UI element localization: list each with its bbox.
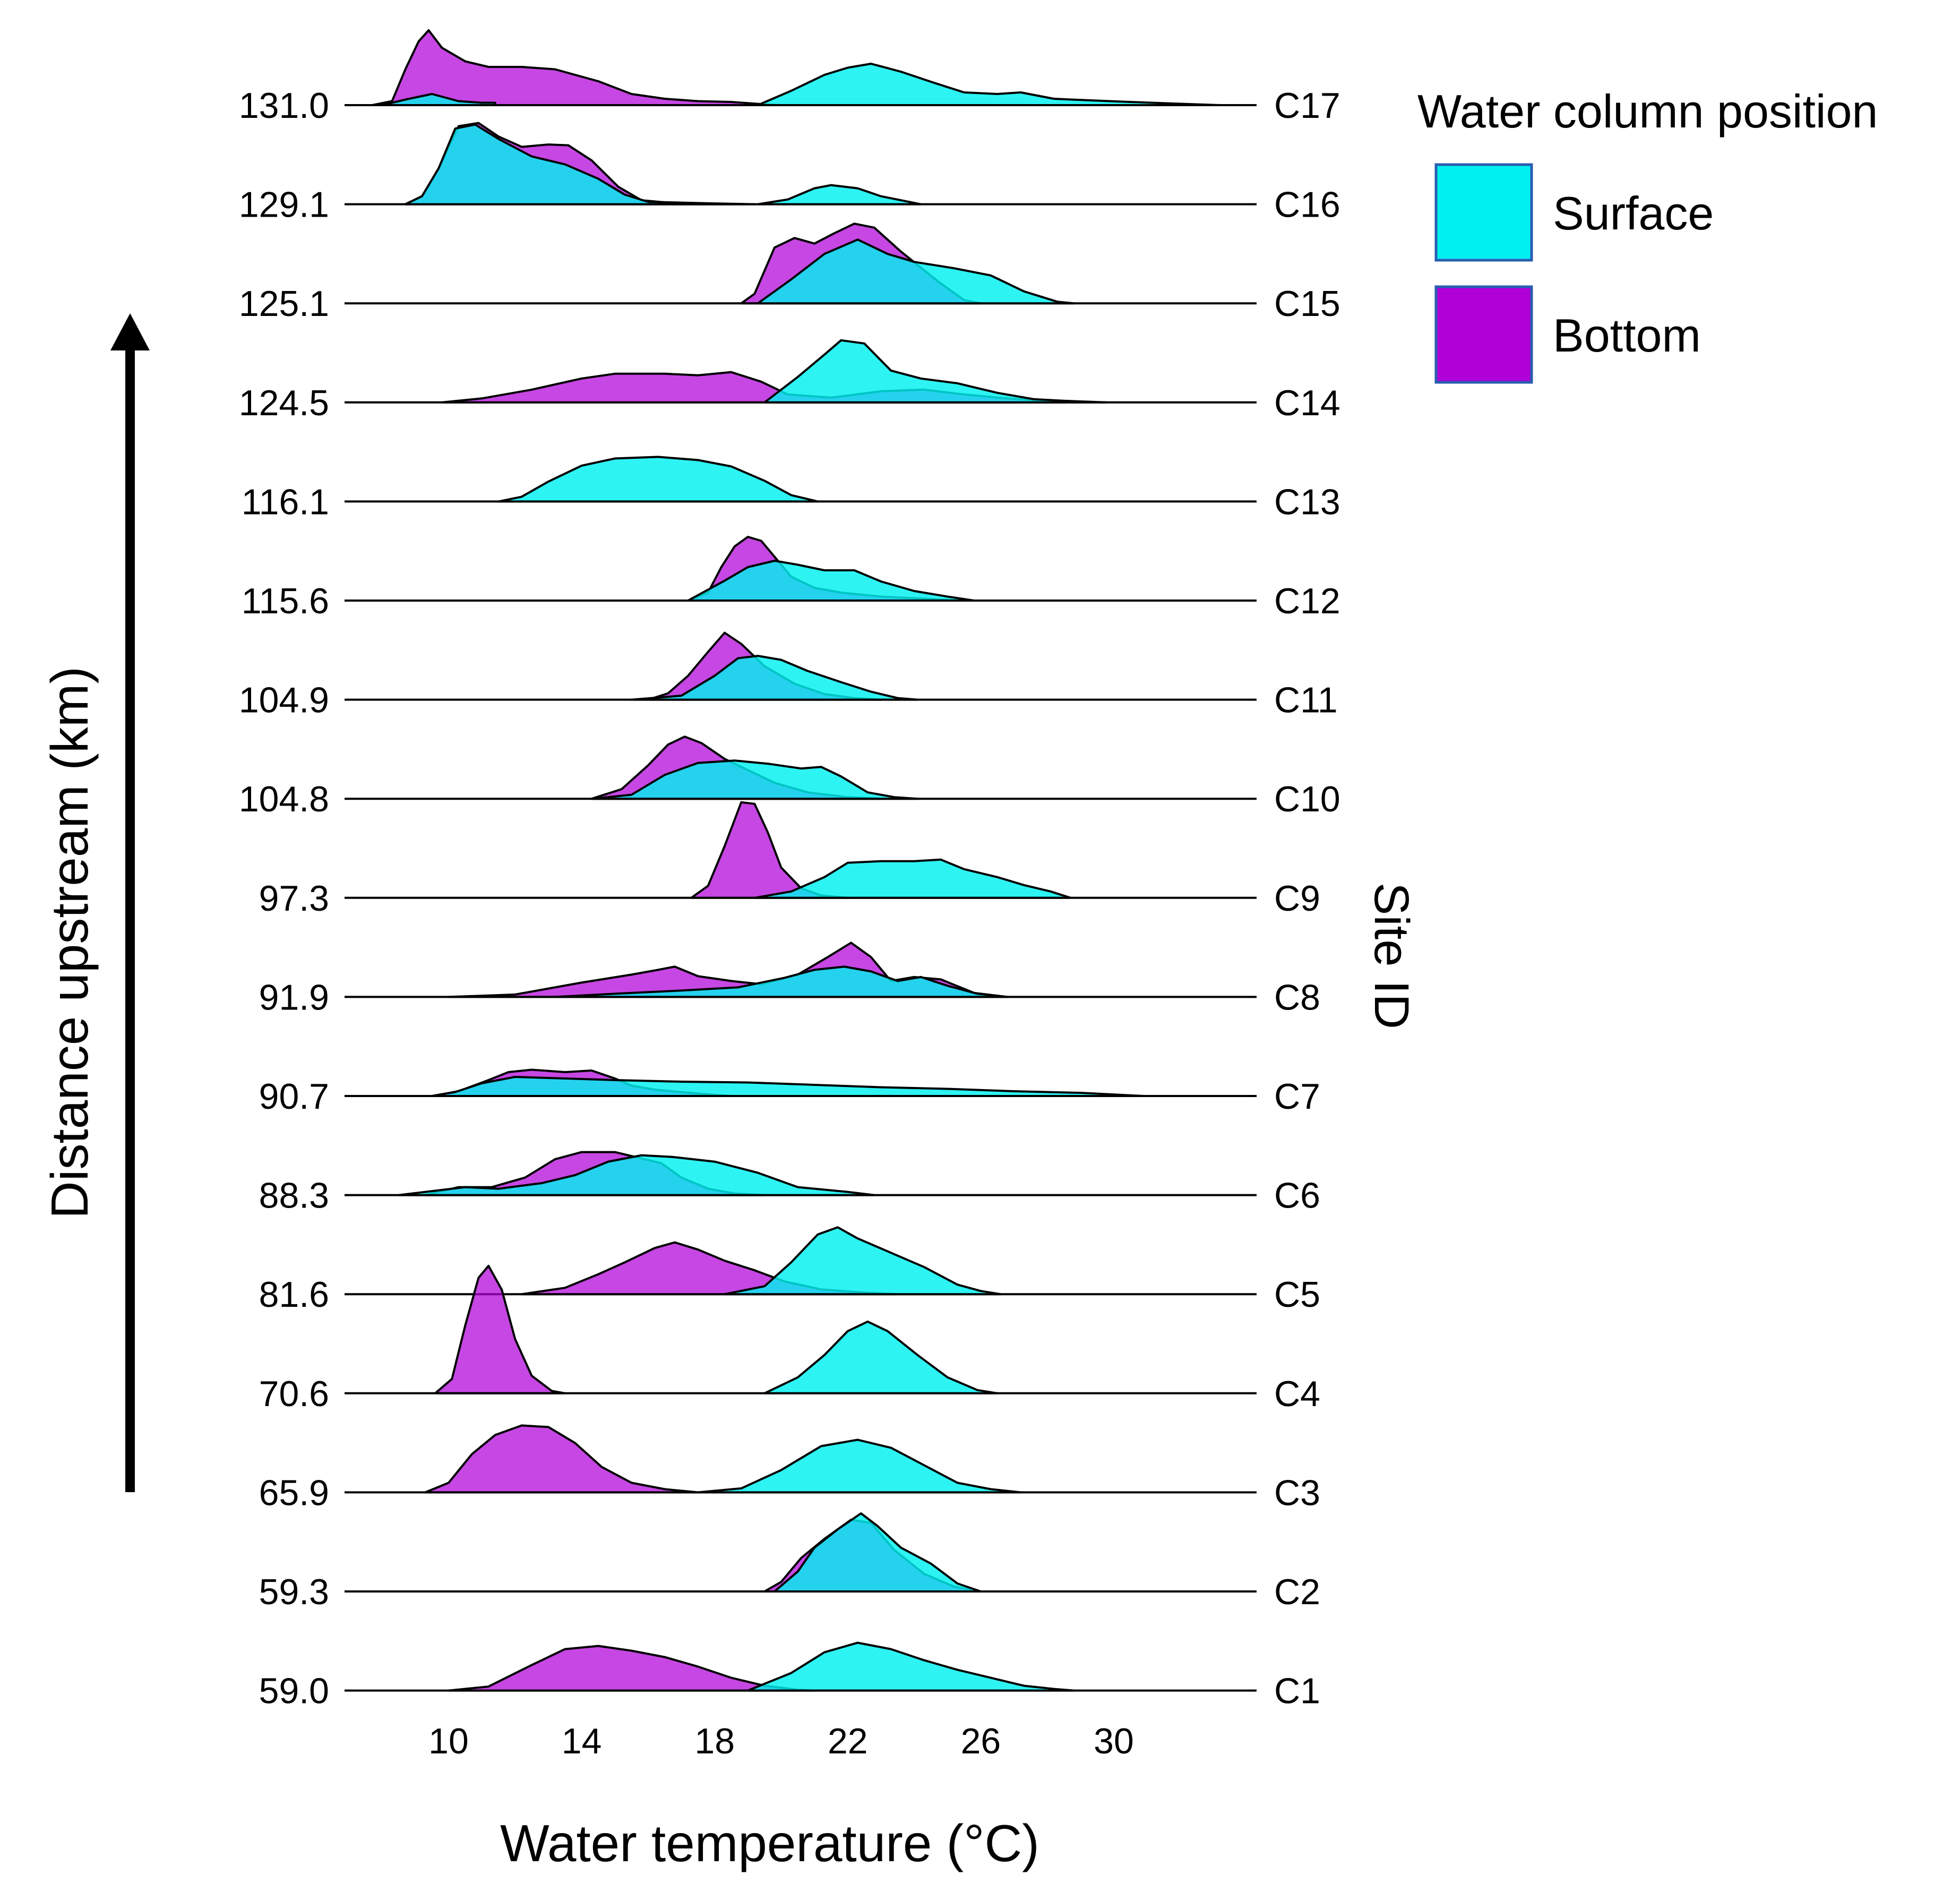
site-label-C5: C5 [1274,1274,1320,1315]
site-label-C6: C6 [1274,1176,1320,1216]
distance-label-C9: 97.3 [259,878,329,919]
distance-label-C1: 59.0 [259,1671,329,1711]
ridge-C5: 81.6 C5 [259,1226,1320,1315]
site-label-C2: C2 [1274,1572,1320,1612]
distance-label-C15: 125.1 [239,284,329,324]
density-surface-C2 [773,1512,982,1593]
density-surface-C10 [590,759,919,800]
site-label-C13: C13 [1274,482,1340,522]
x-tick-label: 22 [828,1721,868,1761]
site-label-C16: C16 [1274,185,1340,225]
legend-swatch-surface [1434,163,1533,262]
density-surface-C13 [497,456,819,503]
ridge-C16: 129.1 C16 [239,122,1340,225]
site-id-axis-title: Site ID [1364,883,1419,1029]
density-surface-C14 [763,339,1108,404]
distance-label-C4: 70.6 [259,1374,329,1414]
ridge-C1: 59.0 C1 [259,1641,1320,1711]
density-surface-C5 [724,1226,1002,1296]
density-surface-C3 [697,1439,1022,1494]
density-surface-C16 [757,184,922,206]
density-surface-C4 [763,1320,999,1394]
ridge-C17: 131.0 C17 [239,29,1340,126]
density-surface-C15 [757,238,1075,305]
density-surface-C8 [554,965,1009,998]
ridge-C14: 124.5 C14 [239,339,1340,423]
site-label-C17: C17 [1274,85,1340,126]
distance-label-C5: 81.6 [259,1274,329,1315]
legend-label-surface: Surface [1553,187,1714,239]
site-label-C4: C4 [1274,1374,1320,1414]
density-bottom-C1 [448,1645,816,1692]
distance-label-C13: 116.1 [242,482,329,522]
density-bottom-C3 [424,1424,699,1494]
upstream-arrow-icon [110,313,150,1492]
ridge-group: 131.0 C17 129.1 C16 125.1 C15 124.5 C14 116.1 C13… [239,29,1340,1711]
x-axis-title: Water temperature (°C) [500,1814,1039,1872]
ridge-C7: 90.7 C7 [259,1068,1320,1117]
density-bottom-C4 [434,1264,566,1394]
legend-label-bottom: Bottom [1553,309,1701,362]
ridge-C10: 104.8 C10 [239,735,1340,819]
distance-label-C14: 124.5 [239,383,329,423]
x-axis: 10 14 18 22 26 30 [428,1721,1134,1761]
distance-label-C11: 104.9 [239,680,329,721]
x-tick-label: 30 [1094,1721,1134,1761]
legend-title: Water column position [1417,85,1878,138]
ridge-C15: 125.1 C15 [239,222,1340,324]
site-label-C10: C10 [1274,779,1340,819]
density-surface-C12 [687,560,975,602]
distance-label-C6: 88.3 [259,1176,329,1216]
density-surface-C17 [381,93,496,106]
density-surface-C11 [630,655,919,701]
site-label-C8: C8 [1274,977,1320,1017]
x-tick-label: 10 [428,1721,469,1761]
ridge-C9: 97.3 C9 [259,801,1320,919]
density-surface-C17 [757,63,1222,106]
site-label-C3: C3 [1274,1472,1320,1513]
site-label-C11: C11 [1274,680,1338,721]
density-bottom-C17 [371,29,783,106]
site-label-C12: C12 [1274,581,1340,621]
distance-label-C3: 65.9 [259,1472,329,1513]
x-tick-label: 18 [694,1721,735,1761]
density-surface-C16 [404,123,756,206]
upstream-arrow-head [110,313,150,350]
distance-label-C16: 129.1 [239,185,329,225]
ridge-C8: 91.9 C8 [259,941,1320,1017]
legend: Water column position Surface Bottom [1417,85,1878,384]
distance-label-C12: 115.6 [242,581,329,621]
x-tick-label: 26 [961,1721,1001,1761]
legend-swatch-bottom [1434,285,1533,384]
site-label-C9: C9 [1274,878,1320,919]
ridge-C13: 116.1 C13 [242,456,1340,522]
ridge-C11: 104.9 C11 [239,631,1338,721]
x-tick-label: 14 [562,1721,602,1761]
density-surface-C7 [431,1076,1145,1097]
density-surface-C1 [746,1641,1075,1692]
distance-label-C8: 91.9 [259,977,329,1017]
distance-label-C7: 90.7 [259,1076,329,1117]
site-label-C1: C1 [1274,1671,1320,1711]
distance-label-C17: 131.0 [239,85,329,126]
y-axis-title: Distance upstream (km) [40,666,99,1219]
distance-label-C2: 59.3 [259,1572,329,1612]
site-label-C14: C14 [1274,383,1340,423]
ridge-C6: 88.3 C6 [259,1151,1320,1216]
site-label-C7: C7 [1274,1076,1320,1117]
ridge-C4: 70.6 C4 [259,1264,1320,1414]
site-label-C15: C15 [1274,284,1340,324]
density-surface-C6 [398,1154,875,1196]
ridge-C3: 65.9 C3 [259,1424,1320,1513]
distance-label-C10: 104.8 [239,779,329,819]
ridge-C2: 59.3 C2 [259,1512,1320,1612]
density-surface-C9 [753,858,1072,899]
ridge-C12: 115.6 C12 [242,536,1340,621]
